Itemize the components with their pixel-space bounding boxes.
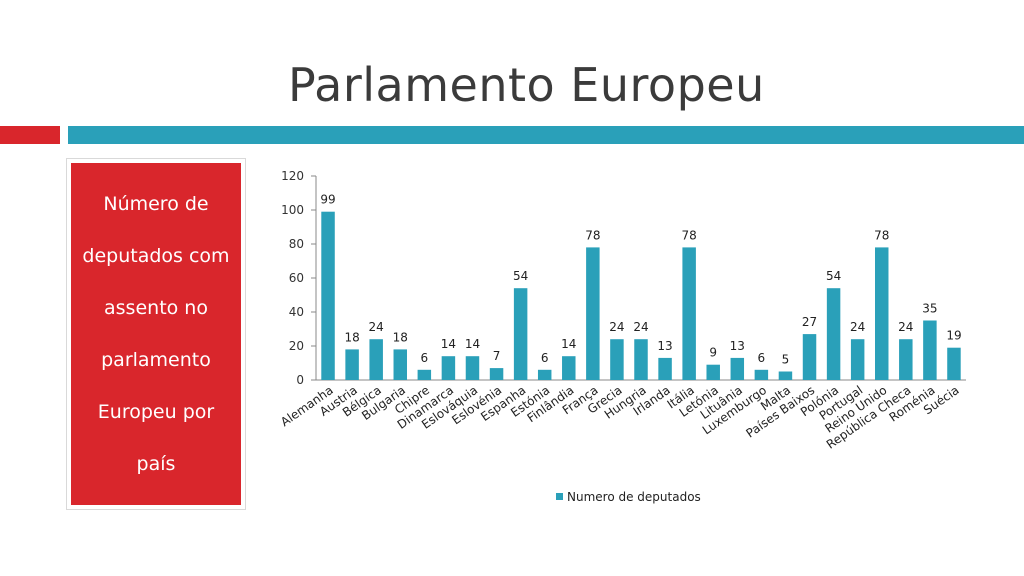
legend-swatch: [556, 493, 563, 500]
data-label: 24: [850, 320, 865, 334]
bar: [899, 339, 913, 380]
bar: [826, 288, 841, 380]
data-label: 78: [585, 228, 600, 242]
data-label: 24: [609, 320, 624, 334]
data-label: 18: [344, 330, 359, 344]
data-label: 6: [541, 351, 549, 365]
bar: [369, 339, 383, 380]
bar: [610, 339, 624, 380]
bar: [947, 347, 961, 380]
bar: [586, 247, 600, 380]
bar: [345, 349, 359, 380]
bar: [802, 334, 817, 380]
data-label: 19: [946, 329, 961, 343]
y-tick-label: 40: [289, 305, 304, 319]
data-label: 78: [682, 228, 697, 242]
bar: [562, 356, 576, 380]
data-label: 78: [874, 228, 889, 242]
side-panel-text: Número de deputados com assento no parla…: [71, 163, 241, 505]
y-tick-label: 120: [281, 169, 304, 183]
data-label: 13: [730, 339, 745, 353]
bar: [441, 356, 456, 380]
bar: [706, 364, 720, 380]
bar: [875, 247, 889, 380]
bar: [754, 369, 769, 380]
bar: [537, 369, 552, 380]
y-tick-label: 60: [289, 271, 304, 285]
data-label: 9: [709, 346, 717, 360]
bar: [850, 339, 865, 380]
bar: [682, 247, 696, 380]
data-label: 14: [561, 337, 576, 351]
data-label: 14: [465, 337, 480, 351]
bar: [465, 356, 480, 380]
data-label: 99: [320, 193, 335, 207]
data-label: 54: [826, 269, 841, 283]
accent-bar-red: [0, 126, 60, 144]
data-label: 6: [758, 351, 766, 365]
data-label: 35: [922, 302, 937, 316]
bar: [417, 369, 432, 380]
y-tick-label: 80: [289, 237, 304, 251]
bar: [730, 357, 745, 380]
bar: [489, 368, 504, 380]
y-tick-label: 100: [281, 203, 304, 217]
data-label: 27: [802, 315, 817, 329]
data-label: 6: [421, 351, 429, 365]
y-tick-label: 0: [296, 373, 304, 387]
bar: [634, 339, 648, 380]
bar: [513, 288, 528, 380]
bar: [393, 349, 407, 380]
legend-label: Numero de deputados: [567, 490, 701, 504]
data-label: 24: [369, 320, 384, 334]
data-label: 14: [441, 337, 456, 351]
data-label: 24: [633, 320, 648, 334]
y-tick-label: 20: [289, 339, 304, 353]
bar: [923, 320, 937, 380]
data-label: 24: [898, 320, 913, 334]
data-label: 54: [513, 269, 528, 283]
data-label: 5: [782, 353, 790, 367]
side-panel: Número de deputados com assento no parla…: [66, 158, 246, 510]
data-label: 13: [657, 339, 672, 353]
accent-bar-teal: [68, 126, 1024, 144]
data-label: 18: [393, 330, 408, 344]
slide-title: Parlamento Europeu: [288, 58, 765, 112]
data-label: 7: [493, 349, 501, 363]
bar: [658, 357, 672, 380]
bar: [321, 211, 335, 380]
bar: [778, 371, 793, 380]
